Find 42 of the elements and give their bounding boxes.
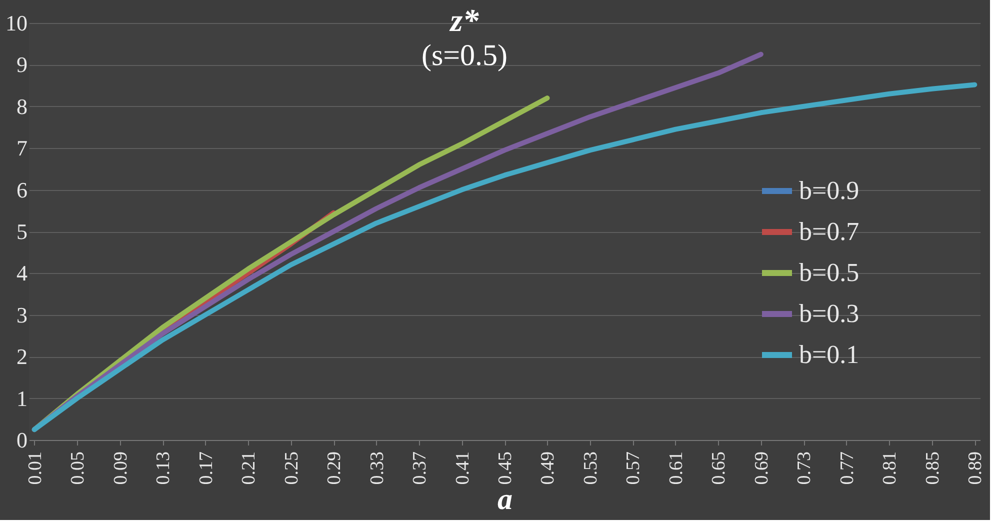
- legend-label: b=0.9: [799, 176, 860, 205]
- x-tick-label: 0.65: [708, 452, 730, 485]
- y-tick-label: 4: [16, 260, 28, 286]
- x-tick-label: 0.45: [495, 452, 516, 485]
- y-tick-label: 6: [16, 177, 28, 202]
- x-tick-label: 0.01: [24, 452, 46, 485]
- x-tick-label: 0.05: [68, 452, 89, 485]
- x-tick-label: 0.09: [110, 452, 132, 485]
- y-tick-label: 8: [16, 94, 28, 119]
- y-tick-label: 2: [16, 344, 28, 370]
- x-tick-label: 0.25: [281, 452, 302, 485]
- x-tick-label: 0.33: [366, 452, 388, 485]
- y-tick-label: 3: [16, 302, 28, 328]
- x-tick-label: 0.49: [538, 452, 559, 485]
- x-axis-title: a: [498, 482, 512, 516]
- chart-title: z*: [449, 2, 480, 38]
- x-tick-label: 0.57: [623, 452, 644, 485]
- y-tick-label: 10: [6, 10, 28, 36]
- x-tick-label: 0.53: [580, 452, 602, 485]
- y-tick-label: 5: [16, 219, 28, 244]
- y-tick-label: 0: [16, 428, 28, 452]
- x-tick-label: 0.77: [836, 452, 858, 485]
- x-tick-label: 0.89: [965, 452, 986, 485]
- y-tick-label: 9: [16, 52, 28, 78]
- y-tick-label: 7: [16, 136, 28, 161]
- x-tick-label: 0.61: [666, 452, 687, 485]
- text: (s=0.5): [421, 39, 508, 72]
- legend-label: b=0.1: [799, 340, 860, 369]
- x-tick-label: 0.21: [238, 452, 260, 485]
- x-tick-label: 0.13: [153, 452, 174, 485]
- y-tick-label: 1: [16, 386, 28, 411]
- x-tick-label: 0.29: [324, 452, 346, 485]
- x-tick-label: 0.17: [196, 452, 217, 485]
- x-tick-label: 0.81: [880, 452, 901, 485]
- x-tick-label: 0.37: [410, 452, 431, 485]
- x-tick-label: 0.73: [794, 452, 816, 485]
- x-tick-label: 0.69: [751, 452, 772, 485]
- x-tick-label: 0.41: [452, 452, 474, 485]
- x-tick-label: 0.85: [922, 452, 944, 485]
- legend-label: b=0.5: [799, 258, 860, 287]
- legend-label: b=0.3: [799, 299, 860, 328]
- legend-label: b=0.7: [799, 217, 860, 246]
